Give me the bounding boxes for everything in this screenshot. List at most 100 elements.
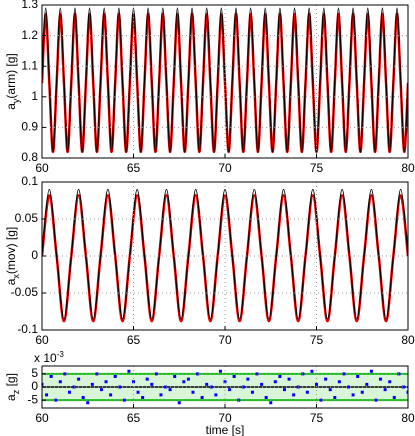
y-tick-label: -0.1 (17, 322, 38, 336)
scatter-point (369, 369, 373, 373)
scatter-point (292, 393, 296, 397)
scatter-point (347, 385, 351, 389)
x-tick-label: 70 (218, 333, 232, 347)
y-tick-label: 1.3 (21, 0, 38, 11)
y-axis-label: ay(arm) [g] (4, 53, 21, 110)
x-tick-label: 75 (310, 411, 324, 425)
scatter-point (232, 375, 236, 378)
scatter-point (95, 372, 99, 376)
scatter-point (260, 382, 264, 386)
scatter-point (401, 385, 405, 389)
scatter-point (255, 372, 259, 376)
y-tick-label: 0.1 (21, 174, 38, 188)
scatter-point (127, 369, 131, 373)
y-axis-label: ax(mov) [g] (4, 227, 21, 286)
y-tick-label: 0 (31, 379, 38, 393)
scatter-point (145, 377, 149, 381)
y-tick-label: 1.2 (21, 28, 38, 42)
scatter-point (388, 380, 392, 384)
scatter-point (214, 393, 218, 397)
x-tick-label: 75 (310, 333, 324, 347)
plot-area (42, 7, 408, 154)
scatter-point (67, 390, 71, 394)
scatter-point (200, 396, 204, 399)
scatter-point (365, 382, 369, 386)
y-multiplier: x 10-3 (34, 350, 64, 366)
y-multiplier-base: x 10 (34, 351, 57, 365)
y-tick-label: 5 (31, 366, 38, 380)
y-label-sub: y (11, 98, 21, 103)
scatter-point (379, 377, 383, 381)
scatter-point (132, 380, 135, 384)
scatter-point (205, 382, 209, 386)
scatter-point (246, 377, 250, 381)
scatter-point (337, 380, 341, 384)
y-tick-label: 0.05 (15, 211, 39, 225)
y-tick-label: 1.1 (21, 58, 38, 72)
scatter-point (159, 393, 163, 397)
plot-frame (41, 4, 409, 159)
scatter-point (99, 388, 103, 392)
scatter-point (86, 401, 90, 405)
scatter-point (305, 390, 309, 394)
y-label-rest: (mov) [g] (4, 227, 18, 274)
scatter-point (136, 390, 140, 394)
y-label-rest: [g] (4, 373, 18, 390)
line-series (42, 188, 408, 320)
scatter-point (63, 372, 67, 376)
scatter-point (173, 375, 177, 378)
scatter-point (77, 377, 81, 381)
y-label-sub: z (11, 389, 21, 394)
y-label-sub: x (11, 274, 21, 279)
scatter-point (228, 388, 232, 392)
scatter-point (273, 380, 277, 384)
scatter-point (182, 380, 186, 384)
scatter-point (191, 390, 195, 394)
scatter-point (342, 372, 346, 376)
scatter-point (374, 398, 378, 402)
scatter-point (42, 382, 44, 386)
scatter-point (45, 393, 49, 397)
y-tick-label: 0 (31, 248, 38, 262)
scatter-point (168, 388, 172, 392)
scatter-point (406, 390, 408, 394)
x-tick-label: 80 (401, 333, 415, 347)
scatter-point (154, 372, 158, 376)
scatter-point (218, 369, 222, 373)
scatter-point (356, 375, 360, 378)
x-tick-label: 60 (35, 161, 49, 175)
x-tick-label: 70 (218, 411, 232, 425)
scatter-point (54, 398, 58, 402)
x-tick-label: 65 (127, 161, 141, 175)
scatter-point (383, 388, 387, 392)
y-multiplier-exp: -3 (57, 350, 65, 359)
scatter-point (264, 396, 268, 399)
scatter-point (90, 382, 94, 386)
scatter-point (58, 380, 62, 384)
scatter-point (122, 398, 126, 402)
y-tick-label: 1 (31, 89, 38, 103)
scatter-point (241, 385, 245, 389)
scatter-point (333, 396, 337, 399)
scatter-point (351, 393, 355, 397)
scatter-point (324, 377, 328, 381)
plot-frame (41, 365, 409, 409)
y-label-rest: (arm) [g] (4, 53, 18, 98)
y-label-base: a (4, 103, 18, 110)
y-axis-label: az [g] (4, 373, 21, 401)
plot-area (42, 188, 408, 323)
scatter-point (287, 377, 291, 381)
scatter-point (104, 380, 108, 384)
y-label-base: a (4, 394, 18, 401)
scatter-point (223, 380, 227, 384)
scatter-point (328, 388, 332, 392)
scatter-point (269, 401, 273, 405)
scatter-point (186, 377, 190, 381)
y-tick-label: -5 (27, 392, 38, 406)
scatter-point (315, 382, 318, 386)
line-series (42, 7, 408, 153)
y-tick-label: 0.9 (21, 120, 38, 134)
x-tick-label: 80 (401, 161, 415, 175)
scatter-point (310, 369, 314, 373)
